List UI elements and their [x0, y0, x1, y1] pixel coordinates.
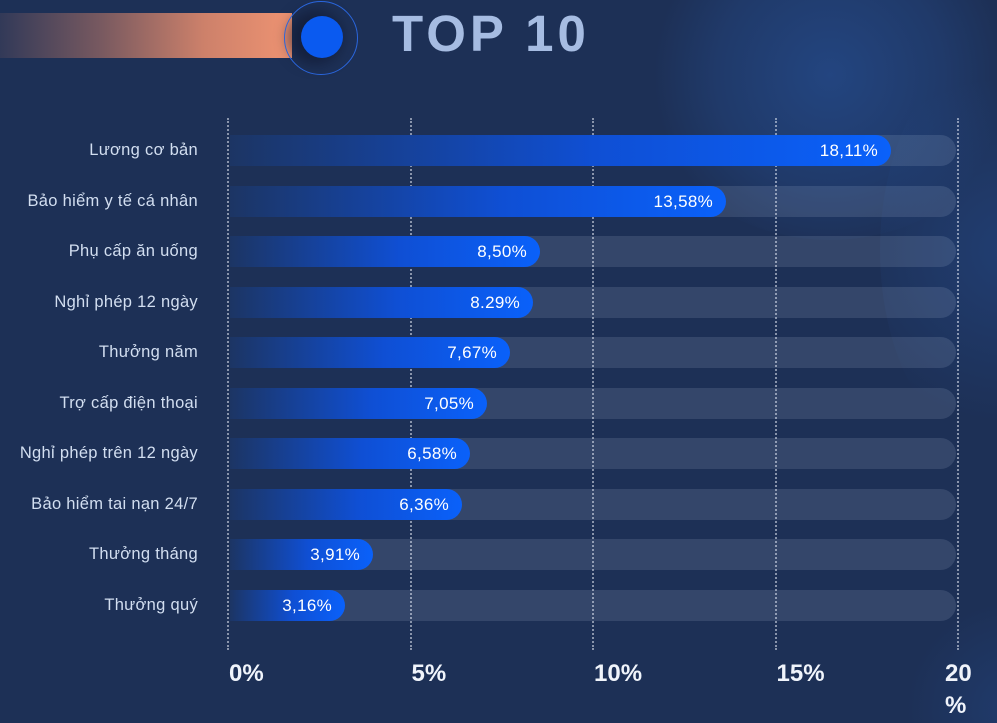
bar-fill: 8,50% [230, 236, 540, 268]
value-label: 8.29% [470, 292, 520, 312]
category-label: Thưởng năm [98, 343, 198, 362]
category-label: Nghỉ phép 12 ngày [54, 292, 198, 311]
page-title: TOP 10 [392, 5, 590, 62]
bar-fill: 6,36% [230, 488, 462, 520]
category-label: Nghỉ phép trên 12 ngày [19, 444, 198, 463]
x-tick-label: 15% [776, 660, 825, 687]
category-label: Bảo hiểm tai nạn 24/7 [31, 494, 198, 513]
value-label: 8,50% [477, 242, 527, 262]
category-label: Bảo hiểm y tế cá nhân [27, 191, 198, 210]
value-label: 3,16% [282, 595, 332, 615]
category-label: Phụ cấp ăn uống [68, 242, 198, 261]
gridline-0pct [227, 118, 229, 650]
value-label: 13,58% [653, 191, 713, 211]
bar-fill: 8.29% [230, 286, 533, 318]
bar-fill: 3,91% [230, 539, 373, 571]
value-label: 3,91% [310, 545, 360, 565]
circle-ring-icon [284, 1, 358, 75]
x-tick-label: 5% [411, 660, 447, 687]
bar-fill: 7,67% [230, 337, 510, 369]
x-tick-label: 20 % [945, 660, 972, 720]
bar-fill: 18,11% [230, 135, 891, 166]
value-label: 7,67% [447, 343, 497, 363]
gridline-20pct [957, 118, 959, 650]
x-tick-label: 0% [229, 660, 264, 687]
gridline-10pct [592, 118, 594, 650]
gridline-15pct [774, 118, 777, 650]
value-label: 7,05% [424, 393, 474, 413]
circle-dot-icon [301, 16, 343, 58]
bar-fill: 3,16% [230, 589, 345, 621]
category-label: Thưởng tháng [89, 545, 198, 564]
value-label: 6,36% [399, 494, 449, 514]
category-label: Trợ cấp điện thoại [59, 393, 198, 412]
category-label: Thưởng quý [104, 595, 198, 614]
bar-fill: 13,58% [230, 185, 726, 217]
value-label: 18,11% [819, 141, 878, 160]
gridline-5pct [409, 118, 412, 650]
x-tick-label: 10% [594, 660, 643, 687]
bar-fill: 7,05% [230, 387, 487, 419]
category-label: Lương cơ bản [89, 141, 198, 159]
bar-fill: 6,58% [230, 438, 470, 470]
value-label: 6,58% [407, 444, 457, 464]
header-accent-bar [0, 13, 292, 58]
